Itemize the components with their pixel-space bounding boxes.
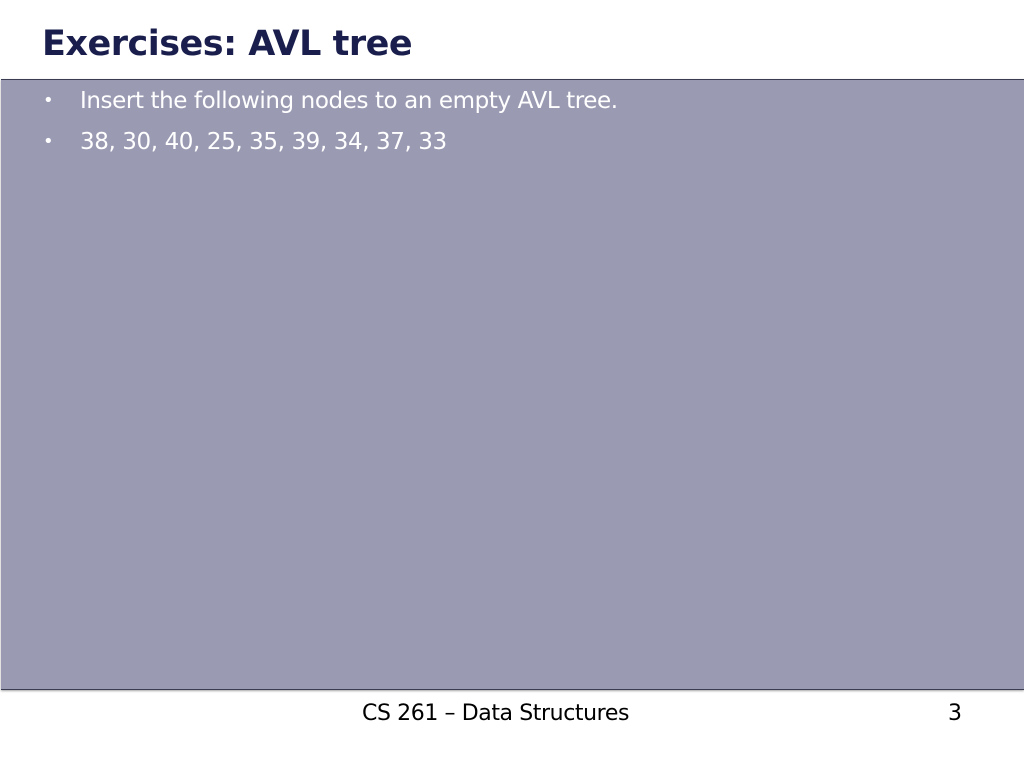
bullet-marker: • — [43, 90, 54, 111]
bullet-item-node-sequence: • 38, 30, 40, 25, 35, 39, 34, 37, 33 — [43, 129, 618, 170]
content-panel: • Insert the following nodes to an empty… — [1, 79, 1024, 690]
slide-title: Exercises: AVL tree — [42, 24, 413, 64]
bullet-text: 38, 30, 40, 25, 35, 39, 34, 37, 33 — [80, 129, 447, 155]
bullet-text: Insert the following nodes to an empty A… — [80, 88, 618, 114]
bullet-list: • Insert the following nodes to an empty… — [43, 88, 618, 170]
bullet-item-instruction: • Insert the following nodes to an empty… — [43, 88, 618, 129]
bullet-marker: • — [43, 131, 54, 152]
page-number: 3 — [948, 701, 962, 726]
footer-course-title: CS 261 – Data Structures — [362, 701, 630, 726]
